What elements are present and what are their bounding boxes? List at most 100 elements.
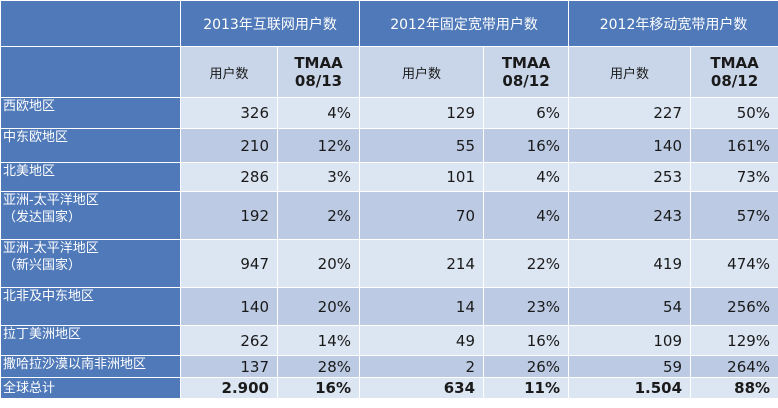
user-count-cell: 419 (568, 239, 692, 288)
region-label-line: 亚洲-太平洋地区 (3, 241, 99, 256)
tmaa-cell: 129% (690, 325, 778, 356)
sub-header-tmaa: TMAA 08/12 (483, 46, 570, 98)
region-label: 中东欧地区 (0, 128, 181, 163)
user-count-cell: 49 (359, 325, 485, 356)
total-row: 全球总计 2.900 16% 634 11% 1.504 88% (0, 377, 778, 399)
user-count-cell: 1.504 (568, 377, 692, 399)
region-label-line: 北非及中东地区 (3, 289, 95, 304)
tmaa-cell: 23% (483, 287, 570, 326)
user-count-cell: 137 (180, 355, 278, 378)
region-label: 北美地区 (0, 162, 181, 192)
tmaa-label: TMAA (501, 54, 551, 72)
region-label: 北非及中东地区 (0, 287, 181, 326)
tmaa-cell: 57% (690, 191, 778, 240)
tmaa-cell: 22% (483, 239, 570, 288)
corner-cell (0, 46, 181, 98)
tmaa-cell: 2% (276, 191, 361, 240)
tmaa-label: TMAA (294, 54, 343, 72)
tmaa-cell: 16% (276, 377, 361, 399)
tmaa-cell: 12% (276, 128, 361, 163)
tmaa-period: 08/13 (294, 72, 343, 90)
sub-header-tmaa: TMAA 08/12 (690, 46, 778, 98)
group-header: 2013年互联网用户数 (179, 0, 361, 47)
tmaa-cell: 73% (690, 162, 778, 192)
tmaa-cell: 264% (690, 355, 778, 378)
sub-header-row: 用户数 TMAA 08/13 用户数 TMAA 08/12 用户数 TMAA 08/1… (0, 46, 778, 98)
region-label: 拉丁美洲地区 (0, 325, 181, 356)
user-count-cell: 326 (180, 97, 278, 129)
region-label-line: 亚洲-太平洋地区 (3, 193, 99, 208)
users-label: 用户数 (402, 66, 442, 82)
region-label: 西欧地区 (0, 97, 181, 129)
tmaa-cell: 6% (483, 97, 570, 129)
user-count-cell: 2 (359, 355, 485, 378)
table-row: 拉丁美洲地区 262 14% 49 16% 109 129% (0, 325, 778, 356)
tmaa-cell: 161% (690, 128, 778, 163)
tmaa-cell: 14% (276, 325, 361, 356)
tmaa-label: TMAA (710, 54, 759, 72)
tmaa-cell: 3% (276, 162, 361, 192)
region-label: 撒哈拉沙漠以南非洲地区 (0, 355, 181, 378)
user-count-cell: 140 (568, 128, 692, 163)
user-count-cell: 243 (568, 191, 692, 240)
table-row: 北美地区 286 3% 101 4% 253 73% (0, 162, 778, 192)
user-count-cell: 59 (568, 355, 692, 378)
region-label-line: 拉丁美洲地区 (3, 327, 82, 342)
user-count-cell: 214 (359, 239, 485, 288)
table-row: 亚洲-太平洋地区 （新兴国家） 947 20% 214 22% 419 474% (0, 239, 778, 288)
user-count-cell: 262 (180, 325, 278, 356)
region-label-line: （新兴国家） (3, 258, 82, 273)
tmaa-cell: 20% (276, 239, 361, 288)
group-header: 2012年移动宽带用户数 (568, 0, 778, 47)
user-count-cell: 55 (359, 128, 485, 163)
group-header: 2012年固定宽带用户数 (359, 0, 570, 47)
tmaa-cell: 20% (276, 287, 361, 326)
tmaa-cell: 4% (483, 162, 570, 192)
table-row: 北非及中东地区 140 20% 14 23% 54 256% (0, 287, 778, 326)
sub-header-tmaa: TMAA 08/13 (276, 46, 361, 98)
tmaa-cell: 16% (483, 128, 570, 163)
user-count-cell: 2.900 (180, 377, 278, 399)
tmaa-cell: 28% (276, 355, 361, 378)
sub-header-users: 用户数 (359, 46, 485, 98)
tmaa-cell: 4% (276, 97, 361, 129)
tmaa-period: 08/12 (710, 72, 759, 90)
region-label-line: （发达国家） (3, 210, 82, 225)
user-count-cell: 101 (359, 162, 485, 192)
user-count-cell: 286 (180, 162, 278, 192)
user-count-cell: 634 (359, 377, 485, 399)
tmaa-cell: 474% (690, 239, 778, 288)
tmaa-cell: 4% (483, 191, 570, 240)
user-count-cell: 129 (359, 97, 485, 129)
user-count-cell: 54 (568, 287, 692, 326)
user-count-cell: 210 (180, 128, 278, 163)
region-label-line: 北美地区 (3, 164, 56, 179)
sub-header-users: 用户数 (568, 46, 692, 98)
user-count-cell: 140 (180, 287, 278, 326)
user-count-cell: 109 (568, 325, 692, 356)
user-count-cell: 70 (359, 191, 485, 240)
region-label-line: 撒哈拉沙漠以南非洲地区 (3, 357, 147, 372)
region-label-line: 中东欧地区 (3, 130, 69, 145)
region-label-line: 全球总计 (3, 380, 56, 396)
corner-cell (0, 0, 181, 47)
tmaa-cell: 26% (483, 355, 570, 378)
table-row: 中东欧地区 210 12% 55 16% 140 161% (0, 128, 778, 163)
tmaa-period: 08/12 (502, 72, 550, 90)
tmaa-cell: 88% (690, 377, 778, 399)
tmaa-cell: 50% (690, 97, 778, 129)
sub-header-users: 用户数 (180, 46, 278, 98)
region-label: 全球总计 (0, 377, 181, 399)
table-row: 撒哈拉沙漠以南非洲地区 137 28% 2 26% 59 264% (0, 355, 778, 378)
user-count-cell: 227 (568, 97, 692, 129)
region-label-line: 西欧地区 (3, 99, 56, 114)
table-row: 西欧地区 326 4% 129 6% 227 50% (0, 97, 778, 129)
user-count-cell: 192 (180, 191, 278, 240)
region-label: 亚洲-太平洋地区 （发达国家） (0, 191, 181, 240)
group-header-row: 2013年互联网用户数 2012年固定宽带用户数 2012年移动宽带用户数 (0, 0, 778, 47)
tmaa-cell: 11% (483, 377, 570, 399)
region-label: 亚洲-太平洋地区 （新兴国家） (0, 239, 181, 288)
user-count-cell: 253 (568, 162, 692, 192)
user-count-cell: 14 (359, 287, 485, 326)
broadband-users-table: 2013年互联网用户数 2012年固定宽带用户数 2012年移动宽带用户数 用户… (0, 0, 778, 399)
